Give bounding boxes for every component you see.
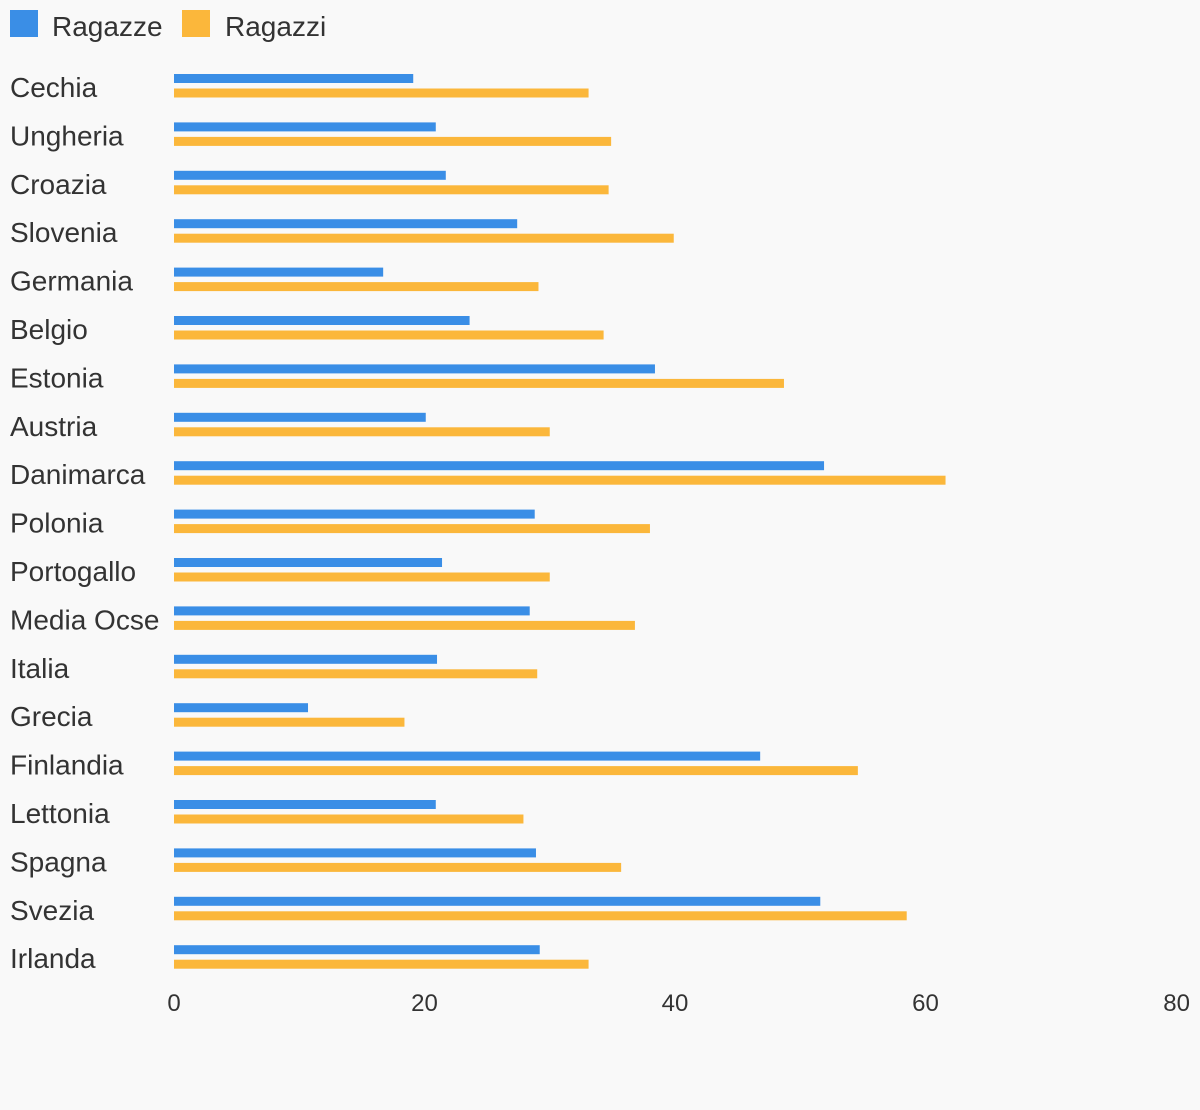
category-label-finlandia: Finlandia — [10, 750, 124, 781]
bar-ragazzi-danimarca[interactable] — [174, 475, 946, 485]
category-label-danimarca: Danimarca — [10, 459, 146, 490]
category-label-grecia: Grecia — [10, 701, 93, 732]
bar-ragazze-estonia[interactable] — [174, 364, 655, 374]
category-label-belgio: Belgio — [10, 314, 88, 345]
x-tick-label-60: 60 — [912, 990, 939, 1017]
legend-label-ragazze: Ragazze — [52, 11, 163, 42]
bar-ragazzi-finlandia[interactable] — [174, 766, 858, 776]
bar-ragazzi-irlanda[interactable] — [174, 959, 589, 969]
bar-ragazzi-ungheria[interactable] — [174, 136, 612, 146]
bar-ragazzi-media-ocse[interactable] — [174, 620, 635, 630]
category-label-cechia: Cechia — [10, 72, 98, 103]
category-label-irlanda: Irlanda — [10, 943, 96, 974]
bar-ragazze-spagna[interactable] — [174, 848, 536, 858]
bar-ragazze-finlandia[interactable] — [174, 751, 761, 761]
bar-ragazze-media-ocse[interactable] — [174, 606, 530, 616]
legend-item-ragazzi[interactable]: Ragazzi — [182, 10, 326, 42]
bar-ragazzi-svezia[interactable] — [174, 911, 907, 921]
bar-ragazze-germania[interactable] — [174, 267, 384, 277]
bar-ragazze-croazia[interactable] — [174, 170, 446, 180]
legend-swatch-ragazzi — [182, 10, 210, 37]
legend-swatch-ragazze — [10, 10, 38, 37]
legend-label-ragazzi: Ragazzi — [225, 11, 326, 42]
bar-ragazze-austria[interactable] — [174, 412, 426, 422]
x-tick-label-40: 40 — [662, 990, 689, 1017]
bar-ragazze-cechia[interactable] — [174, 74, 414, 83]
bar-ragazzi-spagna[interactable] — [174, 862, 622, 872]
category-label-austria: Austria — [10, 411, 98, 442]
bar-ragazze-svezia[interactable] — [174, 896, 821, 906]
x-tick-label-20: 20 — [411, 990, 438, 1017]
category-label-slovenia: Slovenia — [10, 217, 118, 248]
bar-ragazzi-cechia[interactable] — [174, 88, 589, 98]
bar-ragazzi-portogallo[interactable] — [174, 572, 550, 582]
bar-ragazzi-estonia[interactable] — [174, 378, 784, 388]
category-label-estonia: Estonia — [10, 362, 104, 393]
category-labels: Cechia Ungheria Croazia Slovenia Germania Bel… — [10, 72, 159, 974]
bar-ragazze-slovenia[interactable] — [174, 219, 518, 229]
category-label-lettonia: Lettonia — [10, 798, 110, 829]
legend: Ragazze Ragazzi — [10, 10, 326, 42]
bar-ragazzi-croazia[interactable] — [174, 185, 609, 195]
category-label-spagna: Spagna — [10, 846, 107, 877]
bar-ragazzi-austria[interactable] — [174, 427, 550, 437]
bar-ragazze-lettonia[interactable] — [174, 800, 436, 809]
bar-ragazzi-belgio[interactable] — [174, 330, 604, 340]
bars — [174, 74, 946, 969]
category-label-svezia: Svezia — [10, 895, 94, 926]
category-label-germania: Germania — [10, 266, 133, 297]
bar-ragazzi-slovenia[interactable] — [174, 233, 674, 243]
bar-ragazze-grecia[interactable] — [174, 703, 309, 713]
category-label-media-ocse: Media Ocse — [10, 604, 159, 635]
bar-ragazzi-germania[interactable] — [174, 282, 539, 292]
bar-ragazze-irlanda[interactable] — [174, 945, 540, 955]
bar-ragazze-portogallo[interactable] — [174, 558, 443, 567]
x-tick-label-80: 80 — [1163, 990, 1190, 1017]
bar-ragazze-belgio[interactable] — [174, 316, 470, 325]
bar-ragazze-italia[interactable] — [174, 654, 438, 664]
bar-ragazze-danimarca[interactable] — [174, 461, 825, 471]
x-axis: 0 20 40 60 80 — [167, 990, 1190, 1017]
category-label-polonia: Polonia — [10, 508, 104, 539]
bar-ragazzi-grecia[interactable] — [174, 717, 405, 727]
category-label-ungheria: Ungheria — [10, 120, 124, 151]
bar-ragazze-polonia[interactable] — [174, 509, 535, 519]
category-label-croazia: Croazia — [10, 169, 107, 200]
legend-item-ragazze[interactable]: Ragazze — [10, 10, 163, 42]
category-label-italia: Italia — [10, 653, 70, 684]
category-label-portogallo: Portogallo — [10, 556, 136, 587]
bar-ragazzi-lettonia[interactable] — [174, 814, 524, 824]
bar-ragazze-ungheria[interactable] — [174, 122, 436, 132]
bar-ragazzi-polonia[interactable] — [174, 524, 650, 534]
x-tick-label-0: 0 — [167, 990, 180, 1017]
bar-ragazzi-italia[interactable] — [174, 669, 538, 679]
